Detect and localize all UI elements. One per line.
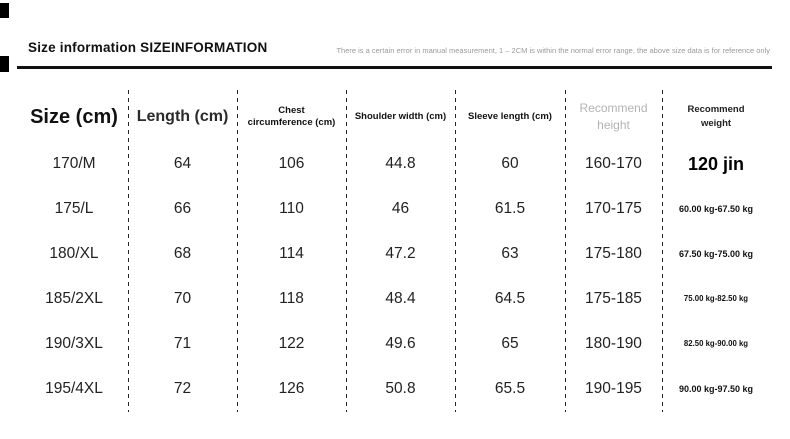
cell-height: 175-180 (585, 245, 642, 263)
weight-range-text: 67.50 kg-75.00 kg (678, 248, 754, 259)
cell-chest: 106 (278, 155, 305, 173)
cell-size: 170/M (52, 155, 96, 173)
cell-length: 71 (173, 335, 192, 353)
cell-size: 185/2XL (45, 290, 103, 308)
cell-size: 190/3XL (45, 335, 103, 353)
column-divider (346, 90, 347, 412)
cell-height: 190-195 (585, 380, 642, 398)
header-shoulder: Shoulder width (cm) (354, 110, 447, 122)
header-length: Length (cm) (136, 107, 229, 125)
cell-sleeve: 65 (501, 335, 519, 353)
cell-height: 180-190 (585, 335, 642, 353)
cell-size: 175/L (54, 200, 94, 218)
page-title: Size information SIZEINFORMATION (28, 40, 268, 55)
cell-length: 70 (173, 290, 192, 308)
cell-height: 160-170 (585, 155, 642, 173)
cell-sleeve: 63 (501, 245, 519, 263)
cell-sleeve: 64.5 (494, 290, 526, 308)
header-size: Size (cm) (30, 106, 118, 128)
cell-sleeve: 61.5 (494, 200, 526, 218)
cell-sleeve: 65.5 (494, 380, 526, 398)
left-edge-mark-top (0, 3, 9, 18)
cell-length: 64 (173, 155, 192, 173)
disclaimer-text: There is a certain error in manual measu… (336, 46, 770, 55)
column-divider (662, 90, 663, 412)
cell-weight: 120 jin (687, 153, 745, 174)
cell-chest: 126 (278, 380, 305, 398)
weight-range-text: 90.00 kg-97.50 kg (678, 383, 754, 394)
cell-weight: 67.50 kg-75.00 kg (662, 232, 770, 277)
weight-range-text: 60.00 kg-67.50 kg (678, 203, 754, 214)
cell-chest: 122 (278, 335, 305, 353)
cell-size: 180/XL (49, 245, 99, 263)
cell-chest: 110 (279, 200, 304, 218)
cell-weight: 60.00 kg-67.50 kg (662, 187, 770, 232)
left-edge-mark-bottom (0, 56, 9, 72)
cell-weight: 75.00 kg-82.50 kg (683, 294, 749, 304)
cell-weight: 90.00 kg-97.50 kg (662, 367, 770, 412)
cell-shoulder: 44.8 (385, 155, 416, 173)
cell-shoulder: 47.2 (385, 245, 416, 263)
cell-height: 175-185 (585, 290, 642, 308)
column-divider (565, 90, 566, 412)
cell-shoulder: 50.8 (385, 380, 416, 398)
cell-shoulder: 48.4 (385, 290, 416, 308)
column-divider (455, 90, 456, 412)
cell-length: 66 (173, 200, 192, 218)
cell-shoulder: 46 (391, 200, 410, 218)
cell-length: 68 (173, 245, 192, 263)
cell-height: 170-175 (585, 200, 642, 218)
cell-size: 195/4XL (45, 380, 103, 398)
cell-chest: 118 (279, 290, 304, 308)
divider-line (17, 66, 772, 69)
cell-sleeve: 60 (501, 155, 519, 173)
cell-chest: 114 (279, 245, 304, 263)
size-table: Size (cm) Length (cm) Chest circumferenc… (20, 92, 770, 412)
header-recommend-weight: Recommend weight (687, 104, 745, 129)
header-recommend-height: Recommend height (579, 101, 648, 132)
cell-length: 72 (173, 380, 192, 398)
cell-weight: 82.50 kg-90.00 kg (683, 339, 749, 349)
cell-shoulder: 49.6 (385, 335, 416, 353)
header-sleeve: Sleeve length (cm) (468, 110, 552, 122)
header-chest: Chest circumference (cm) (247, 104, 336, 128)
column-divider (237, 90, 238, 412)
column-divider (128, 90, 129, 412)
